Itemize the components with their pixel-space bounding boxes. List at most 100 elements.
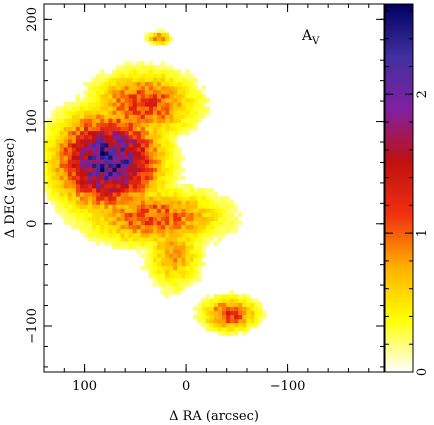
map-cell (189, 93, 194, 99)
map-cell (63, 179, 68, 185)
map-cell (152, 261, 158, 267)
map-cell (132, 93, 137, 99)
map-cell (132, 106, 137, 111)
map-cell (79, 159, 84, 164)
map-cell (44, 159, 48, 164)
map-cell (140, 167, 145, 173)
map-cell (181, 81, 186, 87)
map-cell (181, 196, 186, 201)
map-cell (250, 322, 255, 328)
map-cell (63, 159, 68, 164)
map-cell (63, 188, 68, 193)
map-cell (75, 171, 80, 177)
map-cell (136, 204, 141, 209)
map-cell (197, 302, 202, 307)
map-cell (132, 102, 137, 107)
map-cell (189, 77, 194, 83)
map-cell (128, 237, 133, 242)
map-cell (201, 306, 206, 312)
map-cell (221, 331, 227, 336)
map-cell (136, 200, 141, 205)
map-cell (99, 163, 105, 168)
map-cell (229, 204, 235, 209)
map-cell (148, 110, 153, 115)
map-cell (156, 106, 162, 111)
map-cell (152, 237, 158, 242)
map-cell (164, 228, 170, 234)
map-cell (91, 216, 97, 222)
map-cell (51, 200, 56, 205)
map-cell (189, 253, 194, 258)
map-cell (128, 216, 133, 222)
map-cell (136, 212, 141, 218)
map-cell (112, 208, 117, 213)
map-cell (103, 85, 109, 91)
map-cell (152, 143, 158, 148)
map-cell (164, 241, 170, 246)
map-cell (91, 151, 97, 156)
map-cell (99, 130, 105, 136)
map-cell (95, 200, 101, 205)
map-cell (116, 228, 121, 234)
map-cell (197, 208, 202, 213)
map-cell (112, 232, 117, 238)
map-cell (116, 134, 121, 140)
map-cell (136, 216, 141, 222)
map-cell (87, 126, 93, 132)
map-cell (148, 73, 153, 78)
map-cell (152, 122, 158, 128)
map-cell (107, 122, 113, 128)
map-cell (59, 159, 64, 164)
map-cell (71, 126, 76, 132)
map-cell (103, 147, 109, 152)
map-cell (99, 77, 105, 83)
map-cell (213, 294, 218, 299)
map-cell (55, 204, 60, 209)
map-cell (193, 306, 198, 312)
map-cell (229, 314, 235, 320)
map-cell (164, 130, 170, 136)
map-cell (95, 167, 101, 173)
map-cell (136, 89, 141, 95)
map-cell (63, 208, 68, 213)
map-cell (181, 237, 186, 242)
map-cell (164, 286, 170, 291)
map-cell (124, 220, 129, 226)
map-cell (55, 126, 60, 132)
map-cell (91, 98, 97, 103)
map-cell (189, 81, 194, 87)
map-cell (75, 155, 80, 160)
colorbar-tick-label: 2 (415, 90, 430, 98)
map-cell (79, 204, 84, 209)
map-cell (132, 232, 137, 238)
map-cell (91, 196, 97, 201)
map-cell (193, 192, 198, 197)
map-cell (132, 216, 137, 222)
map-cell (217, 322, 223, 328)
map-cell (148, 175, 153, 181)
map-cell (185, 249, 190, 254)
map-cell (128, 192, 133, 197)
map-cell (116, 241, 121, 246)
map-cell (254, 298, 259, 303)
map-cell (144, 126, 149, 132)
map-cell (51, 118, 56, 123)
map-cell (193, 89, 198, 95)
map-cell (59, 138, 64, 144)
map-cell (103, 183, 109, 189)
map-cell (172, 196, 178, 201)
map-cell (144, 196, 149, 201)
map-cell (87, 237, 93, 242)
map-cell (189, 85, 194, 91)
map-cell (91, 188, 97, 193)
map-cell (95, 159, 101, 164)
map-cell (181, 282, 186, 287)
map-cell (128, 188, 133, 193)
map-cell (193, 265, 198, 271)
map-cell (136, 134, 141, 140)
map-cell (83, 192, 89, 197)
map-cell (168, 89, 174, 95)
map-cell (63, 106, 68, 111)
map-cell (172, 208, 178, 213)
map-cell (95, 241, 101, 246)
